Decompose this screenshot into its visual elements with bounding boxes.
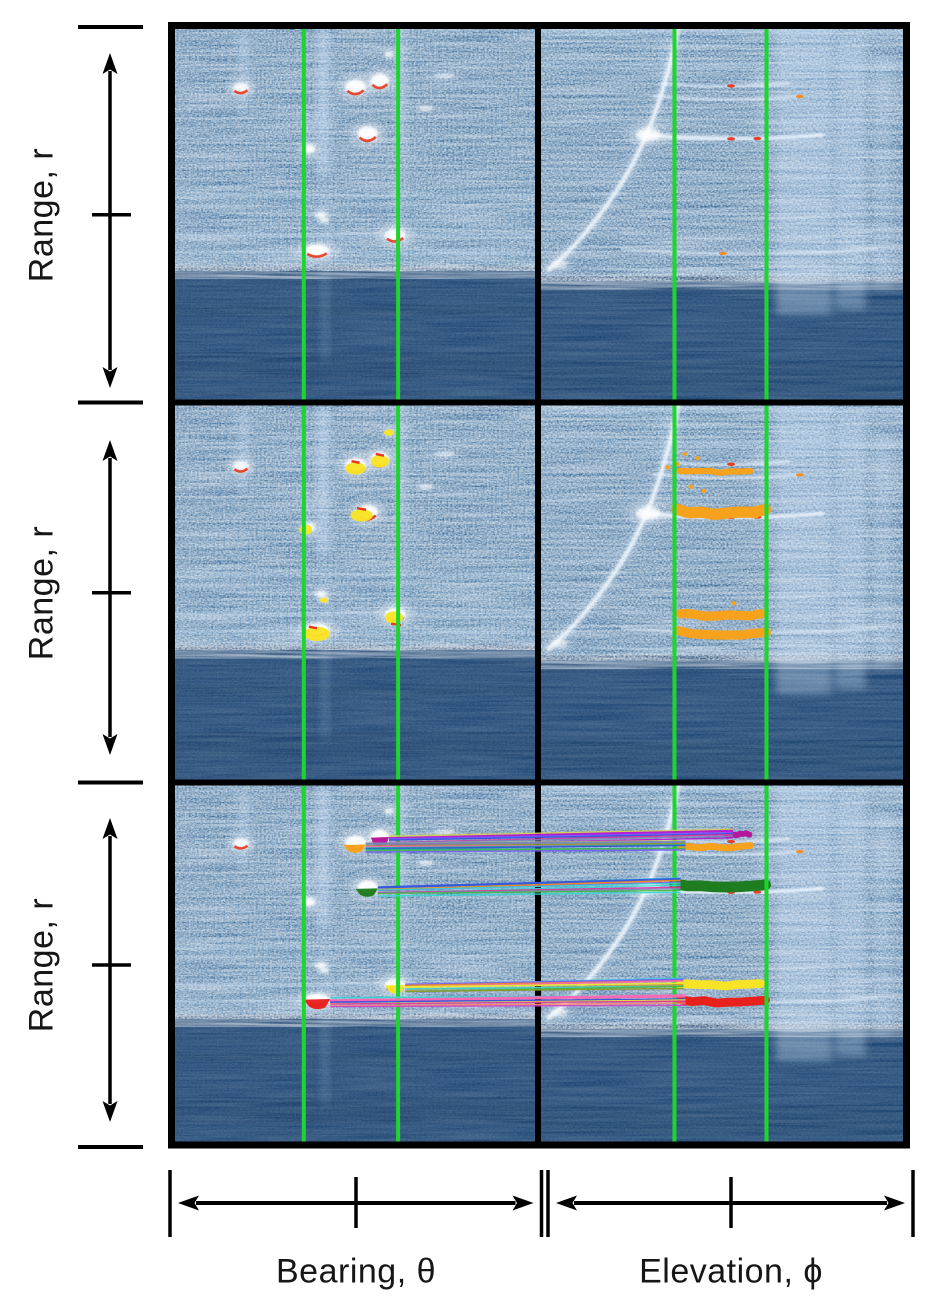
arrowhead-up-icon: [102, 440, 118, 461]
arrowhead-left-icon: [178, 1195, 199, 1211]
match-line: [365, 842, 686, 847]
match-line: [365, 840, 686, 845]
match-line: [377, 891, 681, 897]
match-line-bundles: [330, 828, 734, 1008]
arrowhead-down-icon: [102, 367, 118, 388]
arrowhead-down-icon: [102, 734, 118, 755]
match-line: [388, 832, 734, 840]
sonar-panel-row1-elevation: [539, 25, 906, 402]
range-axis-label-row2: Range, r: [22, 525, 61, 661]
match-line: [330, 1002, 686, 1007]
arrowhead-down-icon: [102, 1101, 118, 1122]
match-line: [388, 833, 734, 841]
range-axis-label-row1: Range, r: [22, 147, 61, 283]
match-line: [365, 844, 686, 850]
match-line: [330, 998, 686, 1003]
match-line: [377, 882, 681, 891]
sonar-panel-row2-elevation: [539, 403, 906, 782]
arrowhead-up-icon: [102, 53, 118, 74]
match-line: [405, 987, 684, 993]
match-line: [377, 879, 681, 891]
match-line: [388, 828, 734, 837]
elevation-axis-label: Elevation, ϕ: [639, 1252, 823, 1291]
match-line: [388, 835, 734, 844]
sonar-panel-row3-bearing: [171, 783, 537, 1145]
match-line: [330, 1004, 686, 1008]
match-line: [377, 889, 681, 895]
sonar-panel-row1-bearing: [171, 25, 537, 402]
match-line: [330, 996, 686, 1002]
match-line: [377, 886, 681, 894]
match-line: [405, 982, 684, 989]
match-line: [330, 1000, 686, 1005]
detection-overlays-elevation: [665, 451, 772, 640]
match-line: [377, 877, 681, 889]
arrowhead-left-icon: [556, 1195, 577, 1211]
match-line: [365, 849, 686, 853]
match-line: [365, 843, 686, 849]
axes: [78, 25, 915, 1237]
match-line: [365, 847, 686, 852]
sonar-panel-row2-bearing: [171, 403, 537, 782]
arrowhead-up-icon: [102, 818, 118, 839]
panel-borders: [168, 22, 910, 1149]
match-line: [388, 829, 734, 840]
arrowhead-right-icon: [512, 1195, 534, 1211]
range-axis-label-row3: Range, r: [22, 897, 61, 1033]
arrowhead-right-icon: [884, 1195, 905, 1211]
bearing-axis-label: Bearing, θ: [276, 1252, 436, 1291]
